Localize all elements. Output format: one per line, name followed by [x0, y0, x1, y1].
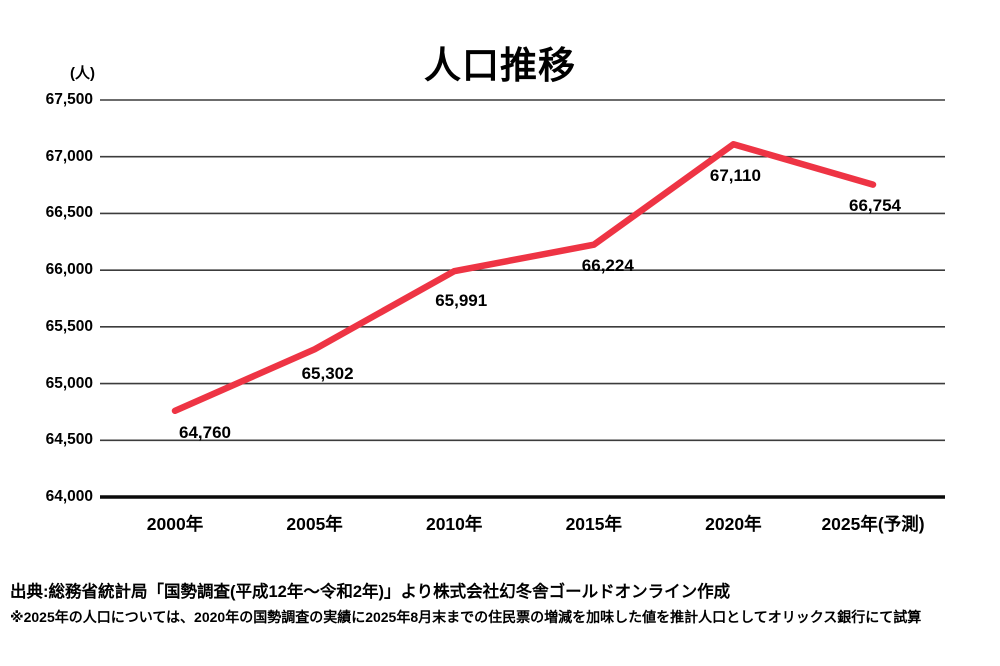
y-tick-label: 65,000 [45, 374, 93, 392]
y-tick-label: 67,500 [45, 91, 93, 108]
y-tick-label: 64,500 [45, 431, 93, 449]
x-tick-label: 2010年 [425, 514, 483, 534]
y-tick-label: 66,500 [45, 204, 93, 222]
x-tick-label: 2020年 [705, 514, 762, 534]
source-attribution: 出典:総務省統計局「国勢調査(平成12年〜令和2年)」より株式会社幻冬舎ゴールド… [10, 583, 731, 601]
y-axis-unit-label: (人) [70, 65, 95, 82]
x-tick-label: 2025年(予測) [821, 514, 925, 534]
data-point-label: 65,302 [301, 364, 354, 384]
y-tick-label: 65,500 [45, 317, 93, 335]
x-tick-label: 2005年 [286, 514, 343, 534]
y-tick-label: 64,000 [45, 488, 93, 505]
x-tick-label: 2000年 [146, 514, 204, 534]
population-line [171, 140, 877, 415]
gridlines [100, 99, 945, 499]
footnote: ※2025年の人口については、2020年の国勢調査の実績に2025年8月末までの… [10, 609, 922, 625]
y-tick-label: 67,000 [45, 147, 93, 165]
data-point-label: 67,110 [709, 166, 761, 186]
data-point-label: 66,224 [581, 255, 634, 275]
data-point-label: 66,754 [849, 195, 901, 215]
x-tick-label: 2015年 [565, 514, 623, 534]
chart-title: 人口推移 [424, 44, 576, 86]
data-point-label: 64,760 [179, 422, 231, 442]
data-point-label: 65,991 [435, 291, 488, 311]
y-tick-label: 66,000 [45, 261, 93, 279]
